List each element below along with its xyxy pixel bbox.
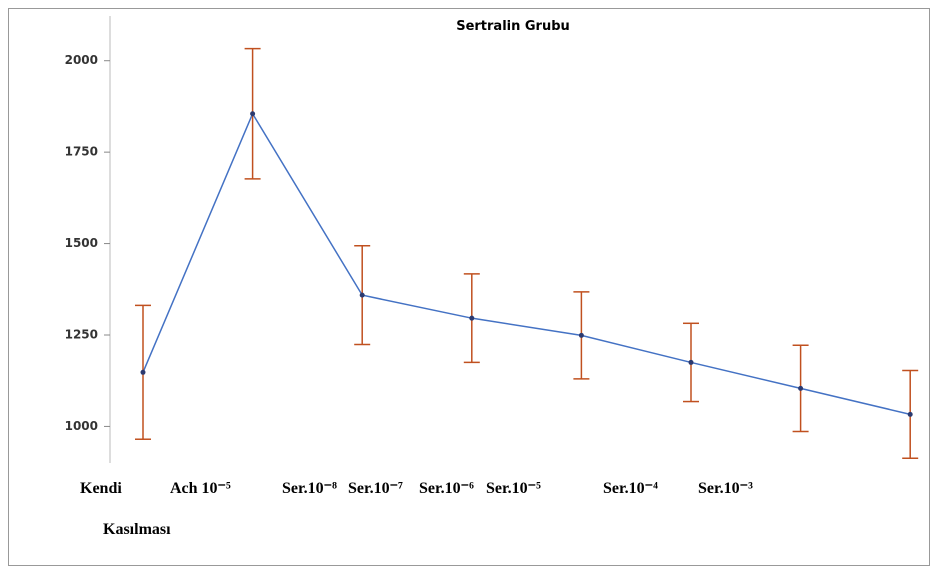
- point: [469, 315, 475, 321]
- point: [359, 292, 365, 298]
- y-tick-label: 1000: [65, 419, 98, 433]
- point: [250, 111, 256, 117]
- x-tick-label: Ach 10⁻⁵: [170, 480, 231, 497]
- x-tick-label: Ser.10⁻⁴: [603, 480, 658, 497]
- point: [688, 359, 694, 365]
- line: [142, 112, 911, 416]
- y-tick-label: 1750: [65, 145, 98, 159]
- x-tick-label: Ser.10⁻⁵: [486, 480, 541, 497]
- x-tick-label: Ser.10⁻³: [698, 480, 753, 497]
- x-tick-label: Ser.10⁻⁷: [348, 480, 403, 497]
- point: [798, 385, 804, 391]
- x-tick-label: Kendi Kasılması: [80, 480, 171, 538]
- chart-title: Sertralin Grubu: [456, 19, 570, 34]
- frame: [8, 8, 930, 566]
- x-tick-label: Ser.10⁻⁸: [282, 480, 337, 497]
- x-tick-label: Ser.10⁻⁶: [419, 480, 474, 497]
- y-tick-label: 1500: [65, 236, 98, 250]
- point: [907, 411, 913, 417]
- point: [578, 332, 584, 338]
- y-tick-label: 2000: [65, 53, 98, 67]
- point: [140, 369, 146, 375]
- y-tick-label: 1250: [65, 328, 98, 342]
